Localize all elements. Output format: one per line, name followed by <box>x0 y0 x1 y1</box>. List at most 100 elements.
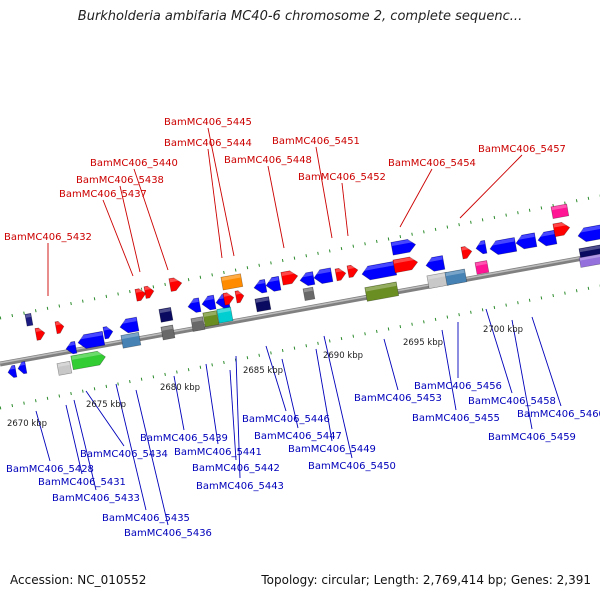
minus-strand-gene-connector <box>281 358 299 429</box>
gene-feature <box>158 307 174 323</box>
minus-strand-gene-connector <box>383 338 399 391</box>
gene-highlight <box>65 341 75 347</box>
gene-feature <box>54 321 65 335</box>
gene-highlight <box>427 272 447 280</box>
gene-feature <box>537 229 558 247</box>
gene-highlight <box>169 277 181 283</box>
gene-feature <box>425 255 446 272</box>
gene-feature <box>552 221 571 238</box>
gene-shape <box>475 239 488 255</box>
minus-strand-gene-connector <box>85 390 125 447</box>
gene-shape <box>216 306 234 324</box>
gene-shape <box>168 277 183 292</box>
gene-highlight <box>235 290 243 295</box>
plus-strand-gene-label: BamMC406_5444 <box>164 138 252 149</box>
gene-shape <box>7 364 18 378</box>
gene-feature <box>190 316 206 332</box>
gene-feature <box>102 326 114 340</box>
gene-feature <box>201 294 217 311</box>
gene-shape <box>54 321 65 335</box>
minus-strand-gene-connector <box>65 404 83 475</box>
plus-strand-gene-connector <box>207 148 223 259</box>
gene-feature <box>515 232 538 250</box>
gene-shape <box>444 268 468 286</box>
gene-feature <box>187 297 202 313</box>
plus-strand-gene-connector <box>399 168 433 228</box>
plus-strand-gene-label: BamMC406_5445 <box>164 117 252 128</box>
gene-highlight <box>71 350 105 360</box>
gene-highlight <box>579 254 600 261</box>
scale-ticks: 2670 kbp 2675 kbp 2680 kbp 2685 kbp 2690 kbp… <box>7 325 523 429</box>
gene-shape <box>334 268 347 282</box>
gene-feature <box>460 245 473 260</box>
gene-feature <box>222 292 235 306</box>
gene-shape <box>361 260 398 281</box>
minus-strand-gene-label: BamMC406_5458 <box>468 396 556 407</box>
gene-highlight <box>489 238 515 246</box>
plus-strand-gene-label: BamMC406_5452 <box>298 172 386 183</box>
gene-highlight <box>265 276 279 283</box>
tick-label: 2690 kbp <box>323 351 363 361</box>
genome-summary-text: Topology: circular; Length: 2,769,414 bp… <box>261 573 591 587</box>
gene-shape <box>460 246 473 260</box>
gene-feature <box>143 285 155 299</box>
gene-highlight <box>313 268 331 275</box>
gene-shape <box>425 255 446 272</box>
gene-feature <box>265 275 282 292</box>
minus-strand-gene-connector <box>35 410 51 462</box>
gene-shape <box>552 222 571 238</box>
gene-feature <box>70 350 106 371</box>
gene-shape <box>253 278 268 294</box>
plus-strand-gene-label: BamMC406_5448 <box>224 155 312 166</box>
tick-label: 2695 kbp <box>403 338 443 348</box>
minus-strand-gene-connector <box>205 363 219 445</box>
gene-shape <box>65 340 78 355</box>
gene-shape <box>56 360 73 376</box>
dotted-track-top <box>0 194 600 320</box>
gene-feature <box>313 267 334 284</box>
gene-feature <box>168 277 183 292</box>
plus-strand-gene-label: BamMC406_5438 <box>76 175 164 186</box>
minus-strand-gene-label: BamMC406_5436 <box>124 528 212 539</box>
gene-feature <box>390 238 417 256</box>
tick-label: 2685 kbp <box>243 366 283 376</box>
gene-shape <box>202 310 220 328</box>
gene-feature <box>234 290 245 304</box>
gene-shape <box>220 273 244 291</box>
gene-shape <box>187 297 202 313</box>
plus-strand-gene-connector <box>133 168 169 271</box>
gene-shape <box>537 229 558 247</box>
minus-strand-gene-connector <box>323 335 353 459</box>
gene-highlight <box>223 292 233 297</box>
minus-strand-gene-label: BamMC406_5434 <box>80 449 168 460</box>
gene-shape <box>280 270 299 286</box>
gene-highlight <box>475 240 485 246</box>
minus-strand-gene-label: BamMC406_5455 <box>412 413 500 424</box>
gene-shape <box>390 239 417 256</box>
gene-feature <box>216 306 234 324</box>
gene-highlight <box>217 307 231 314</box>
plus-strand-gene-label: BamMC406_5454 <box>388 158 476 169</box>
gene-labels: BamMC406_5432 BamMC406_5437 BamMC406_5438 B… <box>4 117 600 539</box>
gene-highlight <box>303 287 313 293</box>
minus-strand-gene-label: BamMC406_5456 <box>414 381 502 392</box>
gene-feature <box>489 237 518 255</box>
gene-highlight <box>579 245 600 253</box>
gene-shape <box>346 264 359 279</box>
minus-strand-gene-label: BamMC406_5449 <box>288 444 376 455</box>
minus-strand-gene-label: BamMC406_5439 <box>140 433 228 444</box>
gene-highlight <box>159 307 171 314</box>
minus-strand-gene-connector <box>531 316 562 407</box>
gene-shape <box>158 307 174 323</box>
gene-feature <box>444 268 468 286</box>
gene-highlight <box>281 270 297 276</box>
gene-feature <box>65 340 78 355</box>
minus-strand-gene-label: BamMC406_5431 <box>38 477 126 488</box>
gene-highlight <box>475 261 487 266</box>
gene-feature <box>299 271 316 286</box>
gene-highlight <box>255 297 269 303</box>
minus-strand-gene-label: BamMC406_5446 <box>242 414 330 425</box>
gene-shape <box>24 312 34 327</box>
gene-highlight <box>191 317 203 323</box>
gene-feature <box>334 267 347 282</box>
